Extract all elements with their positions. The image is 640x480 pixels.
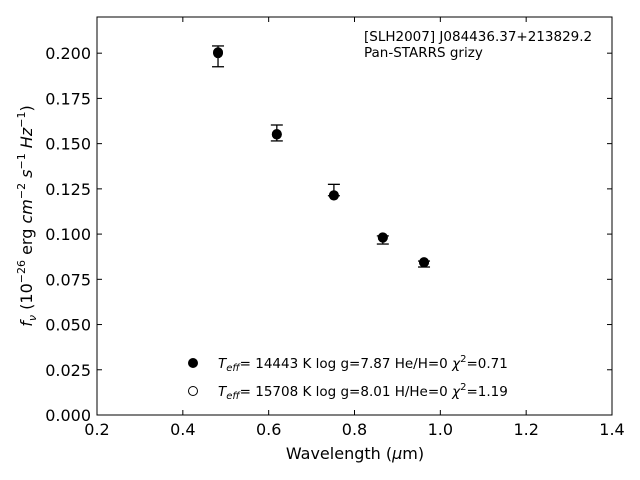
y-tick-label: 0.175 — [45, 89, 91, 108]
filled-model-point — [271, 129, 282, 140]
legend-entry-2-chi: =1.19 — [466, 384, 507, 400]
legend-entry-2: Teff= 15708 K log g=8.01 H/He=0 χ2=1.19 — [218, 382, 508, 402]
object-name-label: [SLH2007] J084436.37+213829.2 — [364, 29, 592, 45]
x-tick-label: 1.4 — [599, 420, 624, 439]
legend: Teff= 14443 K log g=7.87 He/H=0 χ2=0.71 … — [188, 354, 508, 402]
x-axis-label: Wavelength (μm) — [286, 444, 424, 463]
legend-entry-1: Teff= 14443 K log g=7.87 He/H=0 χ2=0.71 — [218, 354, 508, 374]
error-bars — [212, 45, 431, 268]
filled-model-point — [419, 257, 430, 268]
filled-model-point — [377, 232, 388, 243]
data-points — [213, 47, 430, 268]
x-tick-label: 1.2 — [513, 420, 538, 439]
legend-entry-1-params: = 14443 K log g=7.87 He/H=0 — [240, 356, 452, 372]
legend-marker-filled — [188, 358, 198, 368]
y-tick-label: 0.075 — [45, 270, 91, 289]
y-tick-label: 0.150 — [45, 135, 91, 154]
filled-model-point — [213, 47, 224, 58]
filled-model-point — [328, 190, 339, 201]
legend-marker-open — [188, 386, 198, 396]
x-axis-ticks: 0.2 0.4 0.6 0.8 1.0 1.2 1.4 — [84, 17, 625, 439]
y-axis-label: fν (10−26 erg cm−2 s−1 Hz−1) — [15, 105, 39, 326]
y-tick-label: 0.200 — [45, 44, 91, 63]
x-tick-label: 0.6 — [256, 420, 281, 439]
y-tick-label: 0.100 — [45, 225, 91, 244]
x-tick-label: 0.8 — [342, 420, 367, 439]
x-tick-label: 0.4 — [170, 420, 195, 439]
x-tick-label: 1.0 — [428, 420, 453, 439]
legend-entry-2-params: = 15708 K log g=8.01 H/He=0 — [240, 384, 452, 400]
x-tick-label: 0.2 — [84, 420, 109, 439]
survey-label: Pan-STARRS grizy — [364, 45, 483, 61]
legend-entry-1-chi: =0.71 — [466, 356, 507, 372]
y-tick-label: 0.050 — [45, 316, 91, 335]
y-tick-label: 0.000 — [45, 406, 91, 425]
y-tick-label: 0.025 — [45, 361, 91, 380]
y-tick-label: 0.125 — [45, 180, 91, 199]
y-axis-ticks: 0.000 0.025 0.050 0.075 0.100 0.125 0.150 0.175… — [45, 44, 612, 425]
